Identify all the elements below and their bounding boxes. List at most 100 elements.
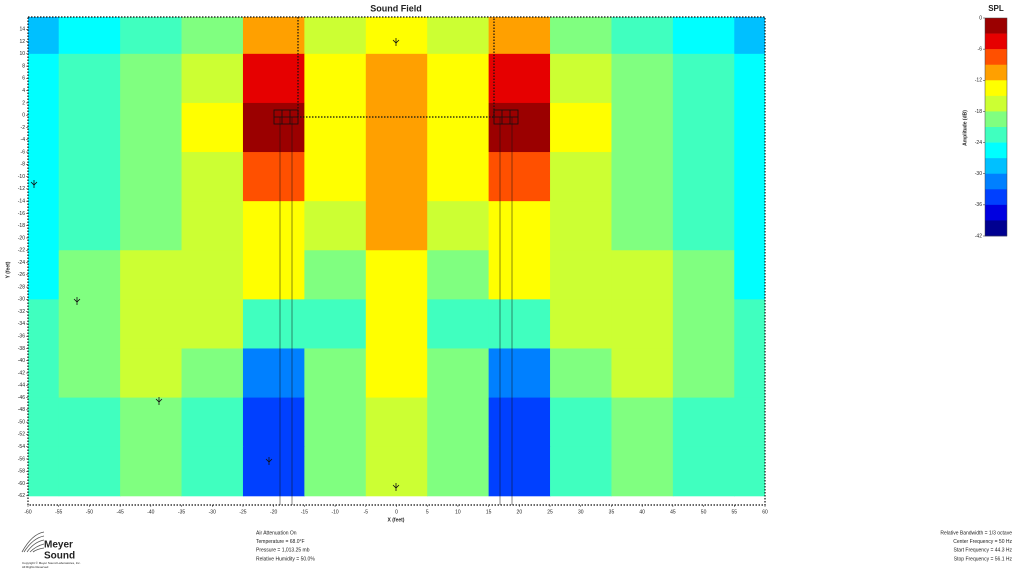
y-tick-label: -48 <box>18 407 25 413</box>
heatmap-cell <box>28 102 60 153</box>
colorbar-tick-label: 0 <box>979 15 982 21</box>
heatmap-cell <box>304 201 367 251</box>
y-tick-label: -12 <box>18 186 25 192</box>
colorbar-label: Amplitude (dB) <box>962 110 968 146</box>
heatmap-cell <box>611 299 674 349</box>
heatmap-cell <box>120 102 183 153</box>
microphones <box>30 38 400 491</box>
heatmap-cell <box>672 17 735 55</box>
heatmap-cell <box>28 53 60 104</box>
y-tick-label: -10 <box>18 174 25 180</box>
logo-text: Meyer <box>44 540 73 551</box>
heatmap-cell <box>550 152 612 202</box>
heatmap-cell <box>611 348 674 399</box>
chart-title: Sound Field <box>370 3 422 13</box>
heatmap-cell <box>672 397 735 448</box>
heatmap-cell <box>611 17 674 55</box>
heatmap-cell <box>28 152 60 202</box>
x-tick-label: 40 <box>639 509 645 515</box>
heatmap-cell <box>58 250 121 300</box>
y-tick-label: -2 <box>21 125 26 131</box>
y-tick-label: -58 <box>18 469 25 475</box>
heatmap-cell <box>488 53 551 104</box>
x-tick-label: -15 <box>301 509 308 515</box>
speaker-detail <box>274 110 518 124</box>
heatmap-cell <box>427 446 490 497</box>
heatmap-cell <box>611 201 674 251</box>
heatmap-cell <box>734 53 765 104</box>
x-tick-label: 45 <box>670 509 676 515</box>
heatmap-cell <box>365 299 428 349</box>
heatmap-cell <box>304 53 367 104</box>
colorbar-band <box>985 95 1007 112</box>
y-tick-label: -62 <box>18 493 25 499</box>
y-tick-label: 10 <box>19 51 25 57</box>
x-tick-label: 25 <box>547 509 553 515</box>
heatmap-cell <box>365 250 428 300</box>
x-axis-label: X (feet) <box>388 517 405 523</box>
heatmap-cell <box>28 446 60 497</box>
heatmap-cell <box>181 250 244 300</box>
x-tick-label: 10 <box>455 509 461 515</box>
heatmap-cell <box>611 152 674 202</box>
y-tick-label: 4 <box>22 88 25 94</box>
y-tick-label: -32 <box>18 309 25 315</box>
heatmap-cell <box>550 299 612 349</box>
y-tick-label: -36 <box>18 334 25 340</box>
colorbar-title: SPL <box>988 4 1004 13</box>
heatmap-cell <box>427 201 490 251</box>
info-text: Air Attenuation On <box>256 530 297 536</box>
heatmap-cell <box>120 152 183 202</box>
colorbar-band <box>985 49 1007 66</box>
heatmap-cell <box>120 53 183 104</box>
heatmap-cell <box>734 397 765 448</box>
colorbar-tick-label: -6 <box>978 46 983 52</box>
colorbar-band <box>985 80 1007 97</box>
heatmap-cell <box>58 397 121 448</box>
heatmap-cell <box>550 348 612 399</box>
heatmap-cell <box>242 152 305 202</box>
x-tick-label: -45 <box>117 509 124 515</box>
heatmap-cell <box>611 250 674 300</box>
heatmap-cell <box>550 102 612 153</box>
y-tick-label: -24 <box>18 260 25 266</box>
heatmap-cell <box>28 201 60 251</box>
x-tick-label: -5 <box>364 509 369 515</box>
heatmap-cell <box>120 348 183 399</box>
heatmap-cell <box>120 299 183 349</box>
x-tick-label: 30 <box>578 509 584 515</box>
heatmap-cell <box>734 446 765 497</box>
heatmap-cell <box>242 348 305 399</box>
heatmap-cell <box>734 348 765 399</box>
y-tick-label: -28 <box>18 284 25 290</box>
y-tick-label: -4 <box>21 137 26 143</box>
y-tick-label: -14 <box>18 198 25 204</box>
heatmap-cell <box>365 102 428 153</box>
y-tick-label: -60 <box>18 481 25 487</box>
heatmap-cell <box>181 102 244 153</box>
heatmap-cell <box>488 397 551 448</box>
heatmap-cell <box>242 201 305 251</box>
heatmap-cell <box>488 299 551 349</box>
colorbar-band <box>985 18 1007 34</box>
heatmap-cell <box>488 102 551 153</box>
heatmap-cell <box>242 17 305 55</box>
heatmap-cell <box>181 348 244 399</box>
colorbar-tick-label: -36 <box>975 202 982 208</box>
info-text: Stop Frequency = 56.1 Hz <box>954 556 1013 562</box>
heatmap-cell <box>672 102 735 153</box>
colorbar-band <box>985 189 1007 206</box>
heatmap-cell <box>365 397 428 448</box>
heatmap-cell <box>181 53 244 104</box>
y-tick-label: -38 <box>18 346 25 352</box>
info-text: Center Frequency = 50 Hz <box>953 539 1012 545</box>
heatmap-cell <box>58 446 121 497</box>
y-tick-label: 14 <box>19 27 25 33</box>
logo-text: Sound <box>44 551 75 562</box>
heatmap-cell <box>672 348 735 399</box>
y-axis-label: Y (feet) <box>5 261 11 278</box>
y-tick-label: -54 <box>18 444 25 450</box>
copyright: Copyright © Meyer Sound Laboratories, In… <box>22 561 81 565</box>
heatmap-cell <box>242 53 305 104</box>
array-outline <box>297 17 495 118</box>
